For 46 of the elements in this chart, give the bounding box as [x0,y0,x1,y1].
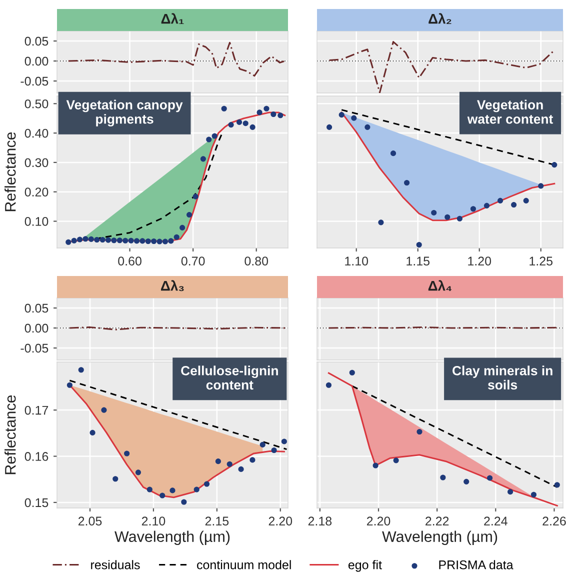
x-axis-title: Wavelength (µm) [114,530,230,546]
x-tick-label: 2.15 [205,516,229,526]
x-tick-label: 2.22 [426,516,449,526]
y-tick-label: 0.05 [24,304,48,313]
y-tick-label: 0.10 [24,217,48,226]
legend-label: residuals [91,560,140,570]
x-tick-label: 2.20 [268,516,292,526]
x-tick-label: 1.10 [345,256,368,266]
chart-title: Δλ₃ [161,280,184,292]
chart-title: Δλ₄ [428,280,452,292]
y-tick-label: 0.16 [24,452,48,461]
y-tick-label: -0.05 [20,344,48,353]
chart-title: Δλ₁ [161,13,184,24]
y-tick-label: -0.05 [20,76,48,86]
x-tick-label: 0.70 [181,256,205,266]
y-tick-label: 0.40 [24,128,48,138]
x-tick-label: 2.20 [366,516,390,526]
annotation: Cellulose-lignin content [181,366,278,390]
x-tick-label: 1.25 [530,256,552,266]
y-axis-title: Reflectance [4,132,16,212]
chart-title: Δλ₂ [428,13,452,24]
y-tick-label: 0.00 [24,324,48,333]
legend-label: continuum model [197,560,291,570]
x-tick-label: 2.24 [484,516,508,526]
annotation: Vegetation canopy pigments [66,100,183,126]
x-tick-label: 2.05 [78,516,102,526]
y-axis-title: Reflectance [4,395,16,474]
x-tick-label: 2.18 [308,516,332,526]
y-tick-label: 0.30 [24,158,48,168]
annotation: Clay minerals in soils [452,366,552,390]
legend-label: PRISMA data [439,560,514,570]
x-tick-label: 0.60 [118,256,142,266]
x-tick-label: 1.20 [468,256,492,266]
y-tick-label: 0.17 [24,406,48,415]
y-tick-label: 0.05 [24,36,48,46]
y-tick-label: 0.00 [24,56,48,66]
annotation: Vegetation water content [467,100,554,124]
y-tick-label: 0.20 [24,188,48,196]
y-tick-label: 0.50 [24,99,48,108]
x-axis-title: Wavelength (µm) [382,530,498,546]
x-tick-label: 2.26 [542,516,566,526]
x-tick-label: 2.10 [142,516,166,526]
legend-label: ego fit [348,560,382,572]
x-tick-label: 1.15 [406,256,430,266]
x-tick-label: 0.80 [244,256,268,266]
y-tick-label: 0.15 [24,498,48,508]
